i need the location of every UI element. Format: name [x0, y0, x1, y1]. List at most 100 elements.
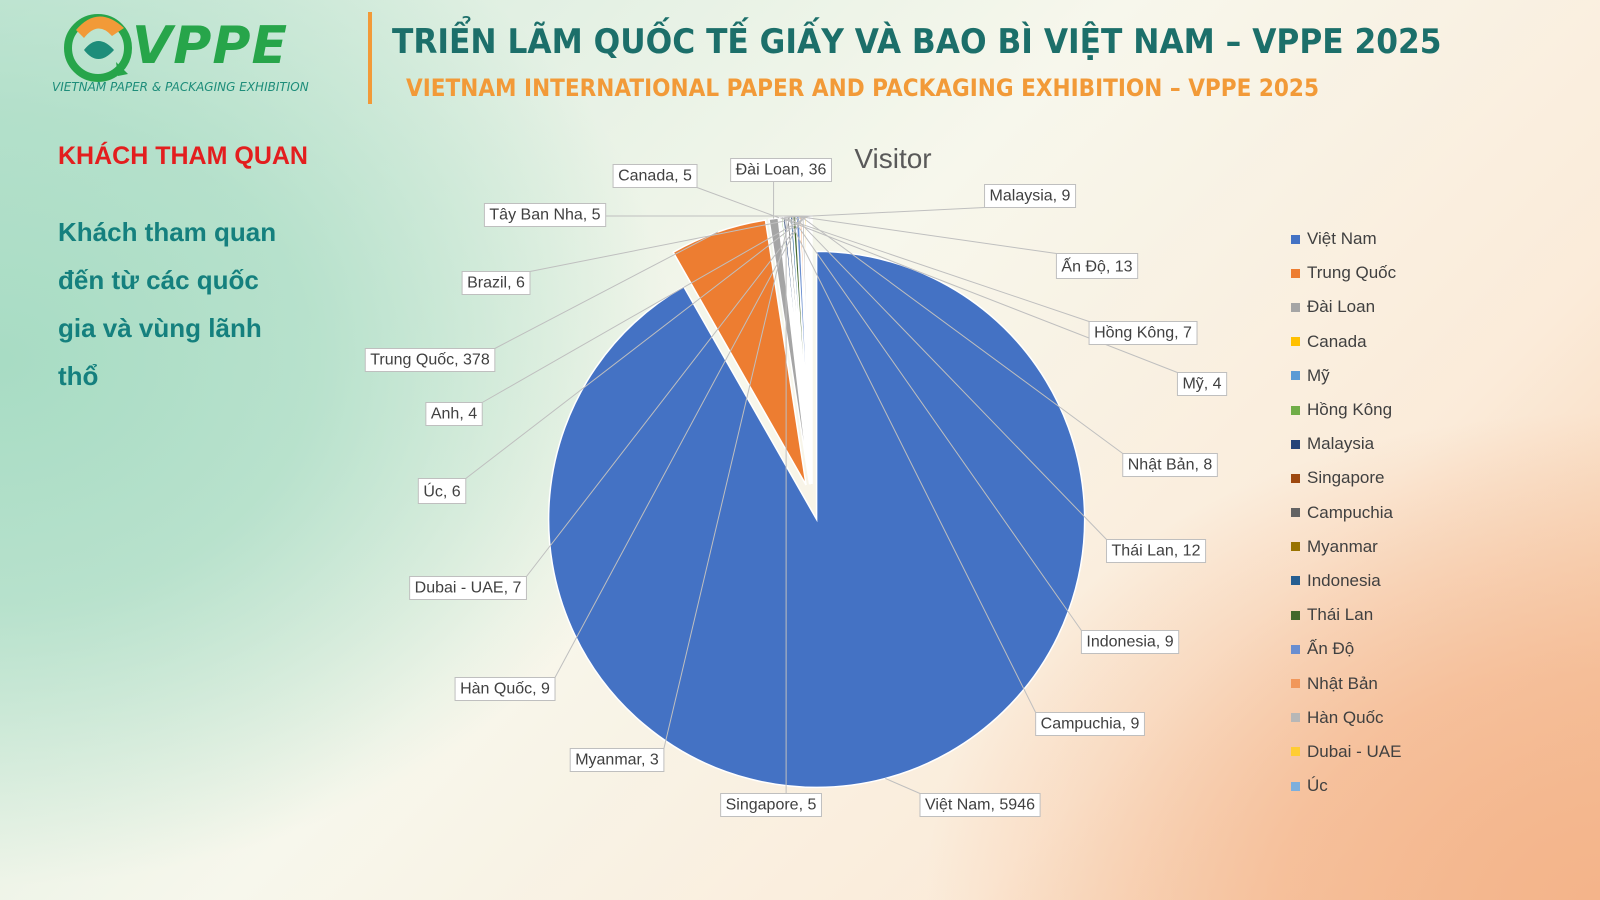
data-label-box-9	[1035, 712, 1145, 736]
legend-swatch	[1291, 337, 1300, 347]
header-divider	[368, 12, 372, 104]
legend-label: Hàn Quốc	[1307, 707, 1384, 727]
data-label-16: Dubai - UAE, 7	[415, 580, 522, 597]
data-label-7: Malaysia, 9	[990, 188, 1071, 205]
legend-item-13: Ấn Độ	[1291, 632, 1401, 666]
chart-title: Visitor	[854, 143, 931, 174]
data-label-box-3	[730, 158, 832, 182]
legend-label: Nhật Bản	[1307, 673, 1378, 693]
leader-line-18	[481, 215, 809, 403]
leader-line-2	[494, 231, 719, 349]
data-label-box-14	[1122, 453, 1218, 477]
legend-label: Myanmar	[1307, 536, 1378, 556]
legend-swatch	[1291, 371, 1300, 381]
data-label-13: Ấn Độ, 13	[1061, 257, 1132, 276]
data-label-box-4	[612, 164, 698, 188]
page-title-vietnamese: TRIỂN LÃM QUỐC TẾ GIẤY VÀ BAO BÌ VIỆT NA…	[392, 22, 1442, 62]
legend-swatch	[1291, 713, 1300, 723]
pie-slice-1	[547, 250, 1086, 789]
data-label-box-18	[425, 402, 483, 426]
data-label-17: Úc, 6	[423, 482, 460, 501]
leader-line-4	[696, 187, 780, 219]
legend-label: Đài Loan	[1307, 297, 1376, 317]
leader-line-6	[781, 217, 1090, 322]
data-label-14: Nhật Bản, 8	[1128, 457, 1213, 474]
data-label-box-7	[984, 184, 1077, 208]
data-label-box-5	[1176, 372, 1228, 396]
data-label-19: Brazil, 6	[467, 275, 525, 292]
data-label-box-20	[483, 203, 607, 227]
legend-label: Việt Nam	[1307, 229, 1377, 249]
legend-item-4: Canada	[1291, 325, 1401, 359]
data-label-box-1	[919, 793, 1041, 817]
leader-line-9	[787, 216, 1037, 713]
data-label-box-10	[569, 748, 665, 772]
legend-item-6: Hồng Kông	[1291, 393, 1401, 427]
data-label-6: Hồng Kông, 7	[1094, 325, 1192, 342]
vppe-logo: VPPE VIETNAM PAPER & PACKAGING EXHIBITIO…	[52, 10, 352, 102]
legend-label: Trung Quốc	[1307, 263, 1397, 283]
leader-line-16	[526, 215, 806, 577]
page-title-english: VIETNAM INTERNATIONAL PAPER AND PACKAGIN…	[406, 74, 1319, 102]
data-label-5: Mỹ, 4	[1182, 376, 1221, 393]
legend-label: Indonesia	[1307, 570, 1381, 590]
data-label-box-13	[1055, 253, 1139, 279]
data-label-15: Hàn Quốc, 9	[460, 681, 550, 698]
logo-subtitle: VIETNAM PAPER & PACKAGING EXHIBITION	[52, 80, 309, 94]
legend-label: Dubai - UAE	[1307, 741, 1402, 761]
legend-item-15: Hàn Quốc	[1291, 701, 1401, 735]
legend-label: Ấn Độ	[1307, 639, 1355, 659]
legend-item-1: Việt Nam	[1291, 222, 1401, 256]
data-label-box-8	[720, 793, 822, 817]
leader-line-11	[790, 216, 1082, 631]
legend-label: Thái Lan	[1307, 605, 1374, 625]
legend-swatch	[1291, 576, 1300, 586]
data-label-box-15	[454, 677, 556, 701]
legend-item-2: Trung Quốc	[1291, 256, 1401, 290]
leader-line-17	[465, 215, 808, 479]
legend-label: Úc	[1307, 776, 1328, 796]
leader-line-13	[797, 215, 1057, 254]
legend-swatch	[1291, 268, 1300, 278]
legend-swatch	[1291, 234, 1300, 244]
legend-swatch	[1291, 405, 1300, 415]
data-label-8: Singapore, 5	[726, 797, 817, 814]
legend-item-7: Malaysia	[1291, 427, 1401, 461]
legend-label: Mỹ	[1307, 365, 1330, 385]
data-label-box-11	[1080, 630, 1180, 654]
legend-item-12: Thái Lan	[1291, 598, 1401, 632]
legend-item-11: Indonesia	[1291, 564, 1401, 598]
leader-line-15	[554, 215, 804, 678]
legend-label: Singapore	[1307, 468, 1385, 488]
data-label-2: Trung Quốc, 378	[370, 352, 490, 369]
data-label-10: Myanmar, 3	[575, 752, 659, 769]
legend-item-8: Singapore	[1291, 461, 1401, 495]
legend-label: Hồng Kông	[1307, 400, 1393, 420]
leaf-logo-icon	[64, 14, 132, 82]
legend-swatch	[1291, 610, 1300, 620]
leader-line-10	[663, 216, 791, 749]
data-label-box-12	[1106, 539, 1207, 563]
legend-item-9: Campuchia	[1291, 496, 1401, 530]
pie-slices	[547, 215, 1086, 789]
logo-wordmark: VPPE	[132, 16, 288, 76]
legend-item-3: Đài Loan	[1291, 290, 1401, 324]
leader-line-1	[885, 777, 921, 794]
data-label-18: Anh, 4	[431, 406, 477, 423]
legend-item-14: Nhật Bản	[1291, 666, 1401, 700]
legend-label: Canada	[1307, 331, 1367, 351]
legend-label: Campuchia	[1307, 502, 1393, 522]
leader-lines	[465, 181, 1178, 794]
data-label-box-16	[409, 576, 527, 600]
data-label-11: Indonesia, 9	[1086, 634, 1173, 651]
legend-swatch	[1291, 747, 1300, 757]
leader-line-12	[793, 216, 1107, 540]
legend-swatch	[1291, 679, 1300, 689]
data-label-3: Đài Loan, 36	[736, 162, 827, 179]
leader-line-14	[800, 215, 1124, 454]
leader-line-19	[529, 215, 810, 272]
section-description: Khách tham quan đến từ các quốc gia và v…	[58, 217, 277, 391]
data-label-20: Tây Ban Nha, 5	[489, 207, 600, 224]
leader-line-5	[780, 217, 1178, 373]
